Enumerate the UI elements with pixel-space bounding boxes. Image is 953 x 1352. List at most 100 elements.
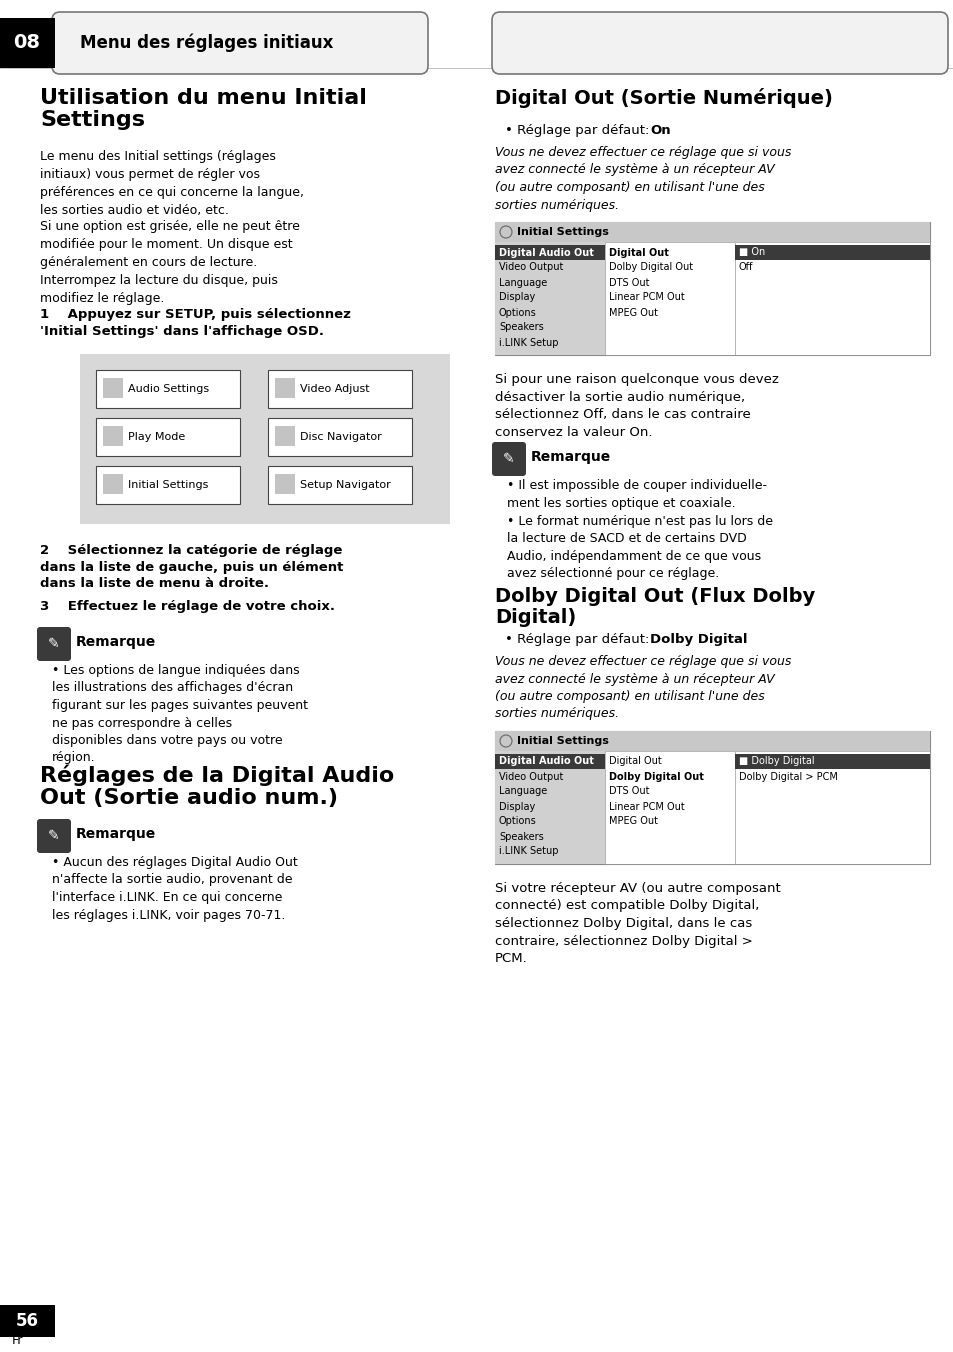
Bar <box>103 475 123 493</box>
Text: Utilisation du menu Initial
Settings: Utilisation du menu Initial Settings <box>40 88 367 130</box>
Text: • Réglage par défaut:: • Réglage par défaut: <box>504 124 653 137</box>
FancyBboxPatch shape <box>268 418 412 456</box>
Text: Réglages de la Digital Audio
Out (Sortie audio num.): Réglages de la Digital Audio Out (Sortie… <box>40 764 394 808</box>
Text: • Il est impossible de couper individuelle-
ment les sorties optique et coaxiale: • Il est impossible de couper individuel… <box>506 479 766 510</box>
Text: Setup Navigator: Setup Navigator <box>299 480 391 489</box>
Bar <box>604 750 734 864</box>
Text: DTS Out: DTS Out <box>608 277 649 288</box>
Text: Dolby Digital Out: Dolby Digital Out <box>608 262 693 273</box>
Bar <box>734 750 929 864</box>
Text: Digital Out: Digital Out <box>608 757 661 767</box>
Text: MPEG Out: MPEG Out <box>608 307 658 318</box>
Bar <box>604 242 734 356</box>
Text: Fr: Fr <box>12 1333 24 1347</box>
Text: Dolby Digital: Dolby Digital <box>649 633 747 646</box>
Text: 3    Effectuez le réglage de votre choix.: 3 Effectuez le réglage de votre choix. <box>40 600 335 612</box>
Text: Remarque: Remarque <box>76 635 156 649</box>
Text: ✎: ✎ <box>502 452 515 466</box>
Text: 1    Appuyez sur SETUP, puis sélectionnez
'Initial Settings' dans l'affichage OS: 1 Appuyez sur SETUP, puis sélectionnez '… <box>40 308 351 338</box>
Text: Si pour une raison quelconque vous devez
désactiver la sortie audio numérique,
s: Si pour une raison quelconque vous devez… <box>495 373 778 438</box>
Text: Dolby Digital Out (Flux Dolby
Digital): Dolby Digital Out (Flux Dolby Digital) <box>495 587 815 627</box>
Bar <box>734 242 929 356</box>
Bar <box>495 245 604 260</box>
Bar <box>495 731 929 864</box>
Bar <box>734 245 929 260</box>
Text: Language: Language <box>498 787 547 796</box>
FancyBboxPatch shape <box>37 819 71 853</box>
Text: • Le format numérique n'est pas lu lors de
la lecture de SACD et de certains DVD: • Le format numérique n'est pas lu lors … <box>506 515 772 580</box>
Text: Digital Audio Out: Digital Audio Out <box>498 247 594 257</box>
Bar <box>80 354 450 525</box>
FancyBboxPatch shape <box>96 418 240 456</box>
FancyBboxPatch shape <box>268 370 412 408</box>
Text: MPEG Out: MPEG Out <box>608 817 658 826</box>
Bar <box>495 754 604 769</box>
Text: Audio Settings: Audio Settings <box>128 384 209 393</box>
Text: Options: Options <box>498 817 537 826</box>
Text: Digital Audio Out: Digital Audio Out <box>498 757 594 767</box>
Text: • Réglage par défaut:: • Réglage par défaut: <box>504 633 653 646</box>
Text: Digital Out: Digital Out <box>608 247 668 257</box>
FancyBboxPatch shape <box>492 442 525 476</box>
FancyBboxPatch shape <box>37 627 71 661</box>
Bar <box>734 750 929 864</box>
Text: Menu des réglages initiaux: Menu des réglages initiaux <box>80 34 333 53</box>
Bar <box>0 18 55 68</box>
Text: 2    Sélectionnez la catégorie de réglage
dans la liste de gauche, puis un éléme: 2 Sélectionnez la catégorie de réglage d… <box>40 544 343 589</box>
FancyBboxPatch shape <box>96 466 240 504</box>
Text: ✎: ✎ <box>49 829 60 844</box>
FancyBboxPatch shape <box>268 466 412 504</box>
Bar <box>734 242 929 356</box>
Bar <box>495 222 929 356</box>
Text: Speakers: Speakers <box>498 323 543 333</box>
Text: Initial Settings: Initial Settings <box>517 227 608 237</box>
Text: Dolby Digital Out: Dolby Digital Out <box>608 772 703 781</box>
Text: Vous ne devez effectuer ce réglage que si vous
avez connecté le système à un réc: Vous ne devez effectuer ce réglage que s… <box>495 146 791 211</box>
Text: Play Mode: Play Mode <box>128 433 185 442</box>
Text: ■ On: ■ On <box>739 247 764 257</box>
Bar <box>0 1305 55 1337</box>
Text: Vous ne devez effectuer ce réglage que si vous
avez connecté le système à un réc: Vous ne devez effectuer ce réglage que s… <box>495 654 791 721</box>
Text: Initial Settings: Initial Settings <box>517 735 608 746</box>
Text: 08: 08 <box>13 34 40 53</box>
Text: Language: Language <box>498 277 547 288</box>
Bar <box>604 750 734 864</box>
Text: Speakers: Speakers <box>498 831 543 841</box>
Text: Si une option est grisée, elle ne peut être
modifiée pour le moment. Un disque e: Si une option est grisée, elle ne peut ê… <box>40 220 299 306</box>
Text: Linear PCM Out: Linear PCM Out <box>608 292 684 303</box>
Text: Dolby Digital > PCM: Dolby Digital > PCM <box>739 772 837 781</box>
Text: ✎: ✎ <box>49 637 60 652</box>
Text: On: On <box>649 124 670 137</box>
Text: Video Output: Video Output <box>498 772 563 781</box>
Text: ■ Dolby Digital: ■ Dolby Digital <box>739 757 814 767</box>
Text: Display: Display <box>498 292 535 303</box>
Bar <box>604 242 734 356</box>
Text: • Les options de langue indiquées dans
les illustrations des affichages d'écran
: • Les options de langue indiquées dans l… <box>52 664 308 764</box>
Text: 56: 56 <box>15 1311 38 1330</box>
Bar <box>274 426 294 446</box>
Text: Digital Out (Sortie Numérique): Digital Out (Sortie Numérique) <box>495 88 832 108</box>
Bar <box>495 731 929 750</box>
Bar <box>274 475 294 493</box>
FancyBboxPatch shape <box>52 12 428 74</box>
Text: i.LINK Setup: i.LINK Setup <box>498 338 558 347</box>
FancyBboxPatch shape <box>492 12 947 74</box>
Text: • Aucun des réglages Digital Audio Out
n'affecte la sortie audio, provenant de
l: • Aucun des réglages Digital Audio Out n… <box>52 856 297 922</box>
Text: Video Output: Video Output <box>498 262 563 273</box>
Text: i.LINK Setup: i.LINK Setup <box>498 846 558 857</box>
Bar <box>103 426 123 446</box>
Text: Disc Navigator: Disc Navigator <box>299 433 381 442</box>
Text: DTS Out: DTS Out <box>608 787 649 796</box>
Text: Off: Off <box>739 262 753 273</box>
Text: Linear PCM Out: Linear PCM Out <box>608 802 684 811</box>
Text: Display: Display <box>498 802 535 811</box>
FancyBboxPatch shape <box>96 370 240 408</box>
Bar <box>495 222 929 242</box>
Bar <box>274 379 294 397</box>
Text: Remarque: Remarque <box>76 827 156 841</box>
Text: Initial Settings: Initial Settings <box>128 480 208 489</box>
Bar <box>495 242 604 356</box>
Text: Video Adjust: Video Adjust <box>299 384 369 393</box>
Text: Si votre récepteur AV (ou autre composant
connecté) est compatible Dolby Digital: Si votre récepteur AV (ou autre composan… <box>495 882 780 965</box>
Bar <box>495 750 604 864</box>
